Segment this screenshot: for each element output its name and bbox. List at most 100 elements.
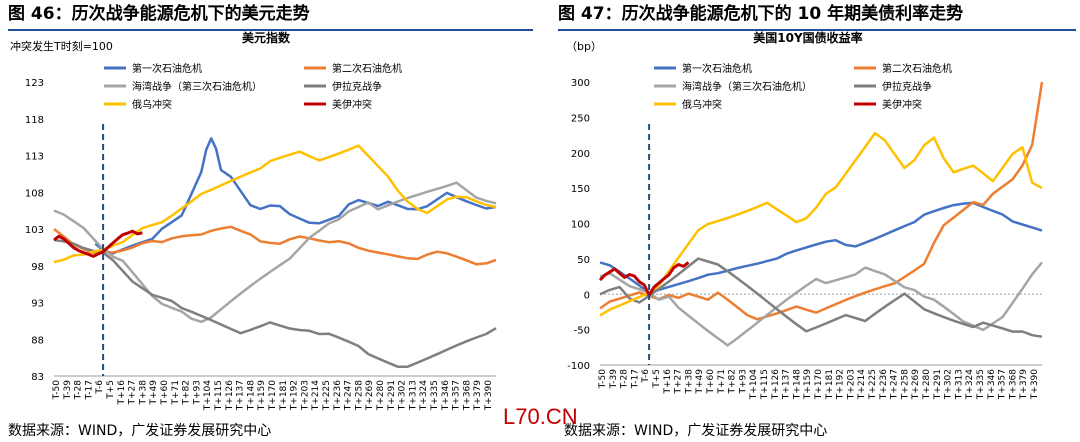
- x-tick-label: T+115: [760, 369, 770, 400]
- x-tick-label: T+170: [814, 369, 824, 400]
- x-tick-label: T-6: [641, 369, 651, 384]
- x-tick-label: T+5: [106, 380, 116, 400]
- x-tick-label: T+16: [663, 369, 673, 395]
- series-line: [599, 201, 1043, 295]
- figure-title-left: 图 46：历次战争能源危机下的美元走势: [8, 4, 310, 24]
- x-tick-label: T+335: [976, 369, 986, 400]
- x-tick-label: T+49: [695, 369, 705, 395]
- x-tick-label: T-39: [609, 369, 619, 390]
- chart-annotation: 冲突发生T时刻=100: [10, 39, 113, 53]
- x-tick-label: T+379: [1019, 369, 1029, 400]
- x-tick-label: T+368: [462, 380, 472, 411]
- series-line: [599, 261, 1043, 347]
- legend-label: 伊拉克战争: [882, 80, 932, 93]
- x-tick-label: T+390: [484, 380, 494, 411]
- x-tick-label: T+247: [344, 380, 354, 411]
- figure-title-right: 图 47：历次战争能源危机下的 10 年期美债利率走势: [558, 4, 964, 24]
- x-tick-label: T+258: [900, 369, 910, 400]
- y-tick-label: 83: [31, 372, 44, 383]
- watermark: L70.CN: [503, 404, 578, 429]
- y-tick-label: 103: [25, 225, 44, 236]
- x-tick-label: T+313: [954, 369, 964, 400]
- y-tick-label: -50: [574, 326, 590, 337]
- series-line: [53, 181, 497, 324]
- y-tick-label: 50: [577, 255, 590, 266]
- x-tick-label: T-39: [63, 380, 73, 401]
- y-tick-label: 88: [31, 335, 44, 346]
- x-tick-label: T+280: [376, 380, 386, 411]
- x-tick-label: T+346: [987, 369, 997, 400]
- y-tick-label: 108: [25, 188, 44, 199]
- y-tick-label: 250: [571, 113, 590, 124]
- x-tick-label: T+335: [430, 380, 440, 411]
- y-tick-label: 300: [571, 78, 590, 89]
- x-tick-label: T+214: [857, 369, 867, 400]
- x-tick-label: T+247: [890, 369, 900, 400]
- legend-label: 俄乌冲突: [132, 98, 172, 111]
- x-tick-label: T+27: [128, 380, 138, 406]
- x-tick-label: T-28: [620, 369, 630, 390]
- x-tick-label: T+27: [674, 369, 684, 395]
- x-tick-label: T+170: [268, 380, 278, 411]
- chart-title: 美元指数: [242, 30, 291, 45]
- x-tick-label: T+5: [652, 369, 662, 389]
- x-tick-label: T+346: [441, 380, 451, 411]
- legend-label: 海湾战争（第三次石油危机）: [132, 80, 262, 93]
- x-tick-label: T+225: [868, 369, 878, 400]
- x-tick-label: T+236: [333, 380, 343, 411]
- legend-label: 俄乌冲突: [682, 98, 722, 111]
- legend-label: 第二次石油危机: [882, 62, 952, 75]
- x-tick-label: T+357: [452, 380, 462, 411]
- x-tick-label: T+93: [192, 380, 202, 406]
- x-tick-label: T+115: [214, 380, 224, 411]
- title-rule-left: [8, 29, 533, 31]
- x-tick-label: T+324: [965, 369, 975, 400]
- x-tick-label: T+126: [771, 369, 781, 400]
- source-note-right: 数据来源：WIND，广发证券发展研究中心: [564, 423, 828, 439]
- x-tick-label: T+137: [236, 380, 246, 411]
- x-tick-label: T+148: [792, 369, 802, 400]
- legend-label: 伊拉克战争: [332, 80, 382, 93]
- x-tick-label: T+379: [473, 380, 483, 411]
- x-tick-label: T+368: [1008, 369, 1018, 400]
- y-tick-label: 93: [31, 299, 44, 310]
- x-tick-label: T+192: [290, 380, 300, 411]
- x-tick-label: T+82: [728, 369, 738, 395]
- series-line: [53, 229, 143, 258]
- x-tick-label: T+302: [398, 380, 408, 411]
- x-tick-label: T+60: [706, 369, 716, 395]
- title-rule-right: [558, 29, 1076, 31]
- x-tick-label: T+181: [825, 369, 835, 400]
- x-tick-label: T+390: [1030, 369, 1040, 400]
- y-tick-label: 200: [571, 149, 590, 160]
- chart-title: 美国10Y国债收益率: [753, 30, 862, 45]
- x-tick-label: T-50: [598, 369, 608, 390]
- series-line: [53, 238, 497, 368]
- series-line: [599, 131, 1043, 317]
- x-tick-label: T+258: [354, 380, 364, 411]
- x-tick-label: T+203: [300, 380, 310, 411]
- x-tick-label: T+49: [149, 380, 159, 406]
- x-tick-label: T+313: [408, 380, 418, 411]
- x-tick-label: T+269: [365, 380, 375, 411]
- x-tick-label: T+104: [749, 369, 759, 400]
- y-axis-label: （bp）: [566, 40, 602, 53]
- x-tick-label: T+291: [933, 369, 943, 400]
- x-tick-label: T+137: [782, 369, 792, 400]
- x-tick-label: T+269: [911, 369, 921, 400]
- x-tick-label: T+181: [279, 380, 289, 411]
- series-line: [53, 144, 497, 264]
- y-tick-label: 118: [25, 115, 44, 126]
- y-tick-label: 100: [571, 220, 590, 231]
- y-tick-label: 150: [571, 184, 590, 195]
- x-tick-label: T+71: [717, 369, 727, 395]
- x-tick-label: T-50: [52, 380, 62, 401]
- x-tick-label: T+291: [387, 380, 397, 411]
- x-tick-label: T+148: [246, 380, 256, 411]
- y-tick-label: 98: [31, 262, 44, 273]
- legend-label: 美伊冲突: [882, 98, 922, 111]
- x-tick-label: T+159: [803, 369, 813, 400]
- x-tick-label: T+236: [879, 369, 889, 400]
- x-tick-label: T+93: [738, 369, 748, 395]
